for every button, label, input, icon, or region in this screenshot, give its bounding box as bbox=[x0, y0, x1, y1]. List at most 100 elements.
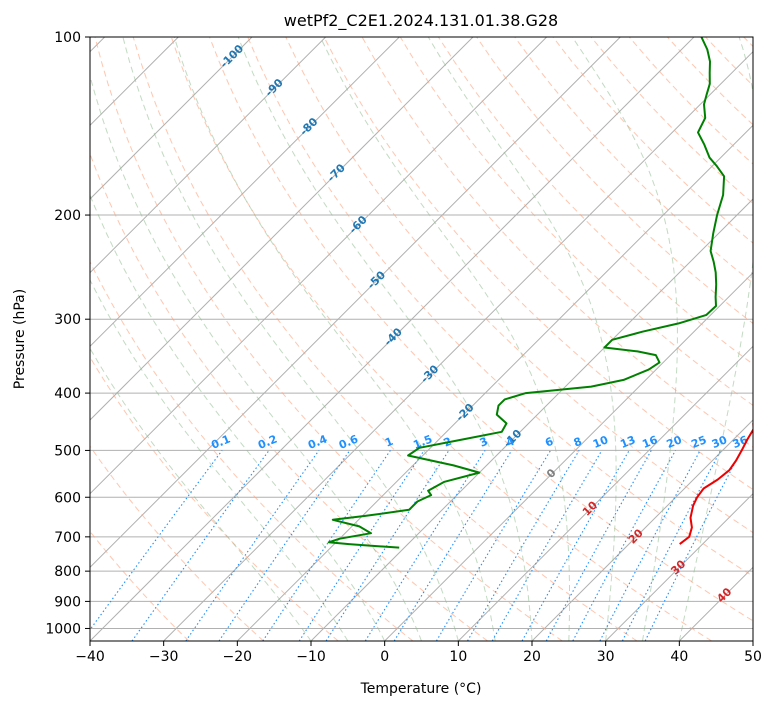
mixing-ratio-label: 0.6 bbox=[337, 432, 360, 451]
mixing-ratio-label: 13 bbox=[618, 433, 637, 451]
temperature-profile bbox=[679, 422, 753, 545]
mixing-ratio-label: 1 bbox=[383, 435, 395, 450]
mixing-ratio-line bbox=[467, 450, 580, 641]
mixing-ratio-label: 0.4 bbox=[306, 432, 329, 451]
x-tick-label: 0 bbox=[380, 649, 389, 665]
mixing-ratio-line bbox=[599, 450, 701, 641]
isotherm-line bbox=[163, 50, 753, 641]
isotherm-line bbox=[384, 271, 753, 641]
isotherm-label: 0 bbox=[544, 466, 559, 481]
y-tick-label: 700 bbox=[54, 530, 81, 546]
mixing-ratio-label: 36 bbox=[731, 433, 750, 451]
y-tick-label: 200 bbox=[54, 208, 81, 224]
y-axis: 100 200 300 400 500 600 700 800 900 1000 bbox=[45, 30, 90, 637]
dry-adiabat bbox=[476, 37, 753, 325]
y-tick-label: 600 bbox=[54, 490, 81, 506]
moist-adiabat bbox=[678, 37, 753, 641]
isotherm-line bbox=[90, 37, 400, 348]
isotherm-line bbox=[605, 492, 753, 641]
mixing-ratio-label: 30 bbox=[710, 433, 729, 451]
x-tick-label: 50 bbox=[744, 649, 762, 665]
x-tick-label: 10 bbox=[449, 649, 467, 665]
mixing-ratio-line bbox=[621, 450, 722, 641]
mixing-ratio-label: 8 bbox=[572, 435, 584, 450]
isotherm-line bbox=[236, 124, 753, 641]
isotherm-line bbox=[90, 37, 327, 274]
isotherm-line bbox=[90, 37, 695, 641]
dry-adiabat bbox=[514, 37, 753, 284]
isotherm-line bbox=[678, 566, 753, 641]
isotherm-label: -40 bbox=[382, 325, 405, 348]
moist-adiabat bbox=[427, 37, 617, 641]
isotherm-line bbox=[90, 37, 474, 421]
x-tick-label: −20 bbox=[223, 649, 253, 665]
x-tick-label: 20 bbox=[523, 649, 541, 665]
y-tick-label: 800 bbox=[54, 564, 81, 580]
dry-adiabat bbox=[132, 37, 638, 641]
isotherm-label: -30 bbox=[418, 362, 441, 385]
mixing-ratio-line bbox=[262, 450, 391, 641]
isotherm-line bbox=[752, 640, 753, 641]
isotherm-label: -60 bbox=[347, 213, 370, 236]
mixing-ratio-line bbox=[545, 450, 652, 641]
mixing-ratio-line bbox=[298, 450, 425, 641]
y-tick-label: 1000 bbox=[45, 621, 81, 637]
sounding-profiles bbox=[327, 37, 753, 549]
dry-adiabat bbox=[552, 37, 753, 244]
mixing-ratio-label: 16 bbox=[640, 433, 659, 451]
dry-adiabat bbox=[437, 37, 753, 365]
x-tick-label: −30 bbox=[149, 649, 179, 665]
isotherm-line bbox=[457, 345, 753, 641]
moist-adiabat bbox=[571, 37, 678, 641]
isotherm-label: 30 bbox=[668, 557, 688, 577]
mixing-ratio-label: 0.2 bbox=[256, 433, 279, 452]
x-axis-label: Temperature (°C) bbox=[360, 681, 482, 697]
mixing-ratio-label: 3 bbox=[478, 435, 490, 450]
y-tick-label: 500 bbox=[54, 443, 81, 459]
dry-adiabat bbox=[247, 37, 753, 577]
dry-adiabat bbox=[705, 37, 753, 87]
isotherm-line bbox=[531, 419, 753, 641]
mixing-ratio-line bbox=[185, 450, 320, 641]
moist-adiabat bbox=[173, 37, 496, 641]
dewpoint-profile bbox=[327, 37, 726, 549]
x-tick-label: −40 bbox=[75, 649, 105, 665]
dry-adiabat bbox=[90, 356, 339, 641]
y-tick-label: 100 bbox=[54, 30, 81, 46]
background-lines bbox=[90, 37, 753, 641]
mixing-ratio-line bbox=[644, 450, 742, 641]
isotherm-line bbox=[310, 198, 753, 641]
y-tick-label: 400 bbox=[54, 386, 81, 402]
x-tick-label: 30 bbox=[597, 649, 615, 665]
chart-title: wetPf2_C2E1.2024.131.01.38.G28 bbox=[284, 11, 558, 31]
mixing-ratio-line bbox=[325, 450, 450, 641]
isotherm-line bbox=[90, 37, 253, 200]
y-axis-label: Pressure (hPa) bbox=[12, 289, 28, 389]
x-tick-label: 40 bbox=[670, 649, 688, 665]
mixing-ratio-line bbox=[218, 450, 351, 641]
dry-adiabat bbox=[743, 37, 753, 48]
moist-adiabat bbox=[90, 73, 422, 641]
x-axis: −40 −30 −20 −10 0 10 20 30 40 50 bbox=[75, 641, 762, 665]
mixing-ratio-label: 25 bbox=[689, 433, 708, 451]
y-tick-label: 300 bbox=[54, 312, 81, 328]
dry-adiabat bbox=[170, 37, 712, 641]
dry-adiabat bbox=[209, 37, 753, 622]
mixing-ratio-line bbox=[131, 450, 270, 641]
moist-adiabat bbox=[237, 37, 533, 641]
dry-adiabat bbox=[90, 445, 264, 641]
mixing-ratio-label: 20 bbox=[665, 433, 684, 451]
moist-adiabat bbox=[319, 37, 570, 641]
y-tick-label: 900 bbox=[54, 594, 81, 610]
dry-adiabat bbox=[285, 37, 753, 534]
mixing-ratio-line bbox=[572, 450, 676, 641]
dry-adiabat bbox=[323, 37, 753, 491]
mixing-ratio-label: 1.5 bbox=[411, 432, 434, 451]
dry-adiabat bbox=[90, 530, 190, 641]
mixing-ratio-label: 0.1 bbox=[209, 432, 232, 451]
moist-adiabat bbox=[90, 193, 386, 641]
mixing-ratio-line bbox=[90, 450, 223, 631]
dry-adiabat bbox=[667, 37, 753, 126]
